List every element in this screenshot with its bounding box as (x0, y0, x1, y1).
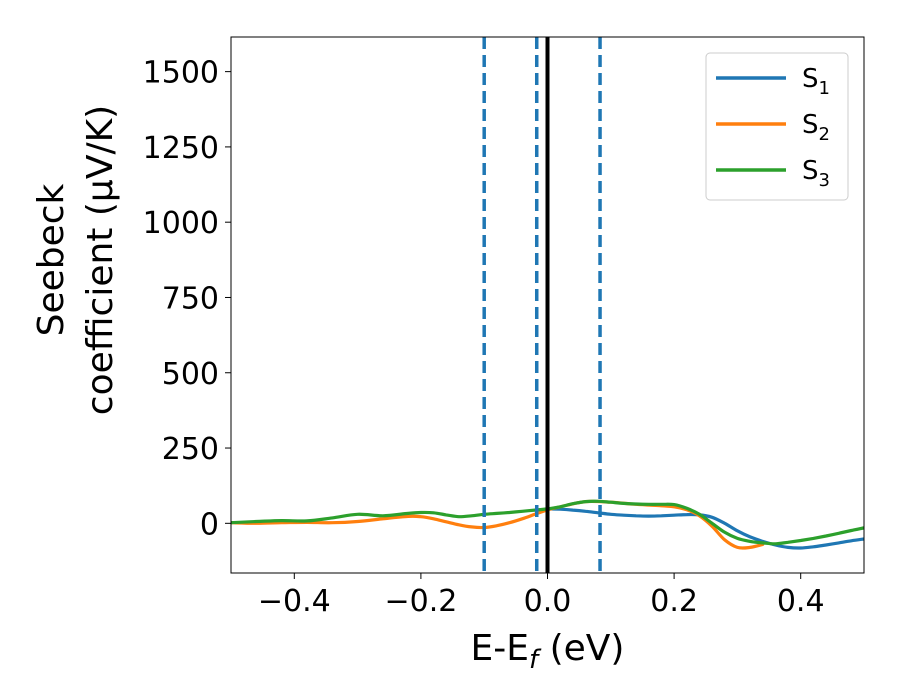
y-tick-label: 500 (162, 357, 219, 392)
y-tick-label: 1500 (143, 56, 219, 91)
x-tick-label: 0.4 (777, 584, 825, 619)
y-tick-label: 250 (162, 432, 219, 467)
y-tick-label: 1250 (143, 131, 219, 166)
x-tick-label: −0.2 (384, 584, 457, 619)
y-tick-label: 1000 (143, 206, 219, 241)
legend: S1 S2 S3 (705, 52, 849, 201)
legend-box (705, 52, 849, 201)
x-tick-label: −0.4 (258, 584, 331, 619)
reference-lines (482, 37, 602, 573)
y-tick-label: 750 (162, 281, 219, 316)
series-line-s3 (231, 499, 864, 546)
legend-label-s1: S1 (802, 64, 830, 99)
legend-label-s2: S2 (802, 110, 830, 145)
x-tick-label: 0.0 (524, 584, 572, 619)
y-axis-label-line1: Seebeck (31, 183, 72, 336)
legend-label-s3: S3 (802, 156, 830, 191)
x-tick-label: 0.2 (650, 584, 698, 619)
x-axis-label: E-Ef (eV) (471, 628, 625, 675)
series-line-s1 (545, 507, 864, 550)
x-axis-ticks: −0.4 −0.2 0.0 0.2 0.4 (258, 573, 825, 619)
y-axis-ticks: 0 250 500 750 1000 1250 1500 (143, 56, 231, 542)
y-tick-label: 0 (200, 507, 219, 542)
y-axis-label-line2: coefficient (μV/K) (80, 105, 121, 415)
